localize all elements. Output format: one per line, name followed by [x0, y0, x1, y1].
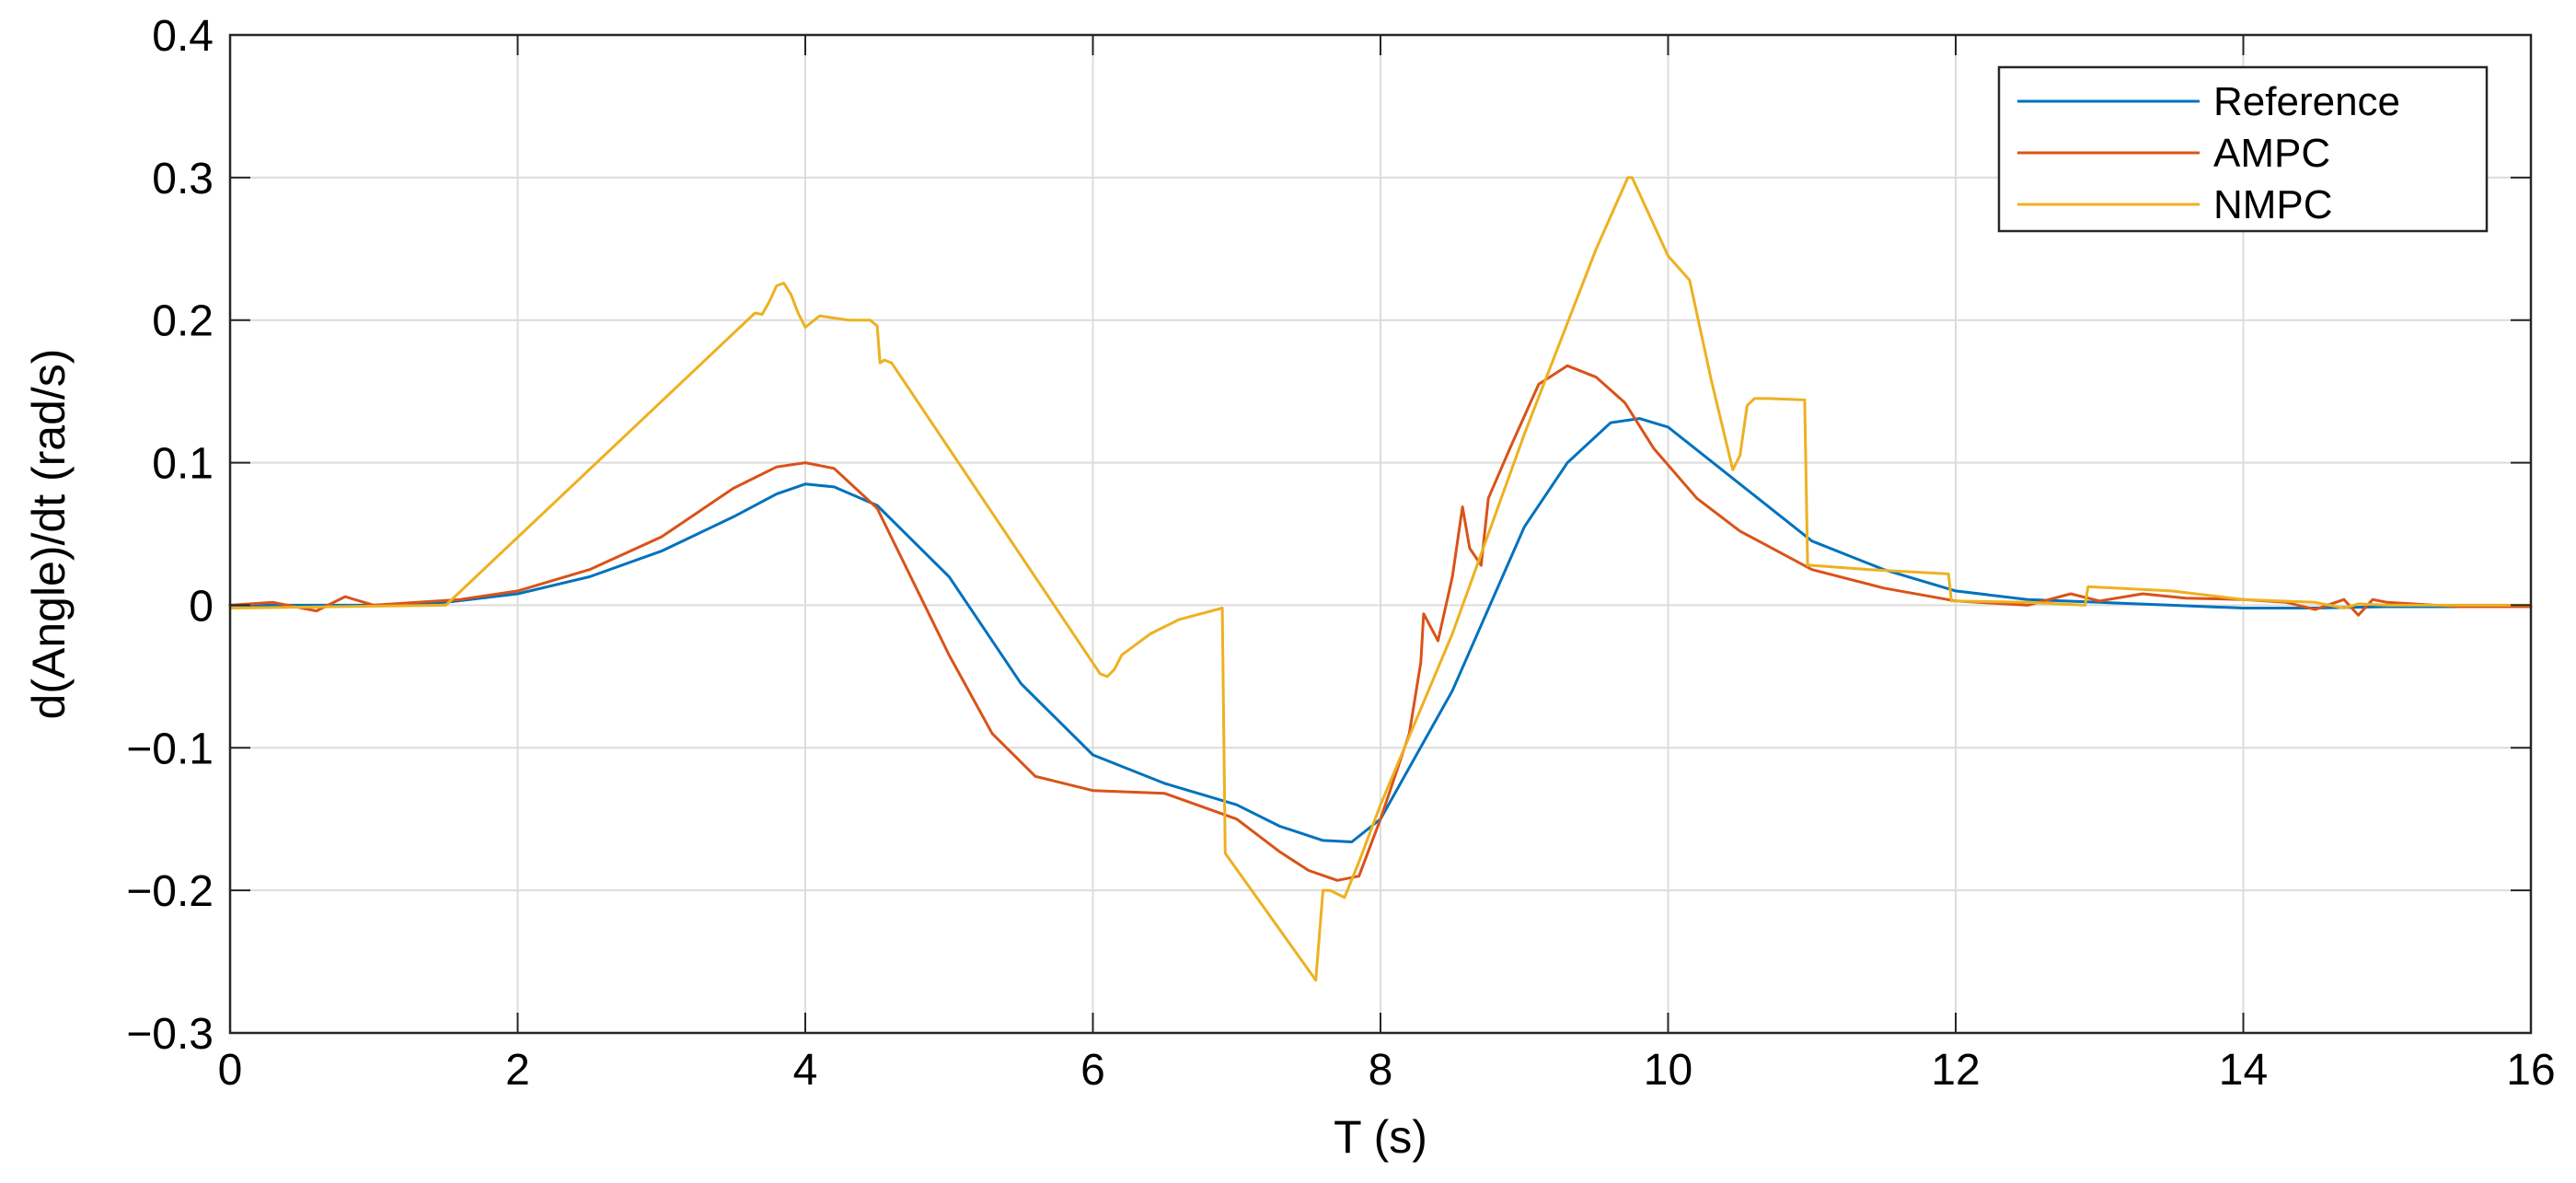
- x-tick-label: 16: [2506, 1046, 2555, 1095]
- x-tick-label: 10: [1644, 1046, 1692, 1095]
- axis-ticks: 0 2 4 6 8 10 12 14 16 −0.3 −0.2 −0.1 0 0.1 0.2 0.3 0.4: [126, 12, 2555, 1095]
- y-tick-label: −0.3: [126, 1010, 214, 1059]
- series-layer: [228, 176, 2533, 982]
- x-tick-label: 2: [505, 1046, 530, 1095]
- series-line-ampc: [228, 364, 2533, 882]
- x-axis-label: T (s): [1334, 1111, 1427, 1163]
- y-tick-label: −0.2: [126, 867, 214, 916]
- x-tick-label: 12: [1931, 1046, 1980, 1095]
- series-line-nmpc: [228, 176, 2533, 982]
- x-tick-label: 0: [218, 1046, 243, 1095]
- legend-label-reference: Reference: [2213, 79, 2400, 124]
- x-tick-label: 14: [2219, 1046, 2268, 1095]
- x-tick-label: 4: [793, 1046, 818, 1095]
- legend-label-ampc: AMPC: [2213, 131, 2330, 176]
- y-tick-label: 0.1: [152, 440, 214, 489]
- y-tick-label: −0.1: [126, 725, 214, 773]
- x-tick-label: 6: [1080, 1046, 1105, 1095]
- y-tick-label: 0.2: [152, 297, 214, 346]
- y-tick-label: 0.3: [152, 155, 214, 203]
- legend: Reference AMPC NMPC: [1997, 65, 2489, 233]
- legend-label-nmpc: NMPC: [2213, 182, 2333, 227]
- series-line-reference: [228, 417, 2533, 843]
- y-tick-label: 0: [189, 582, 214, 631]
- y-axis-label: d(Angle)/dt (rad/s): [23, 349, 75, 720]
- y-tick-label: 0.4: [152, 12, 214, 61]
- x-tick-label: 8: [1369, 1046, 1393, 1095]
